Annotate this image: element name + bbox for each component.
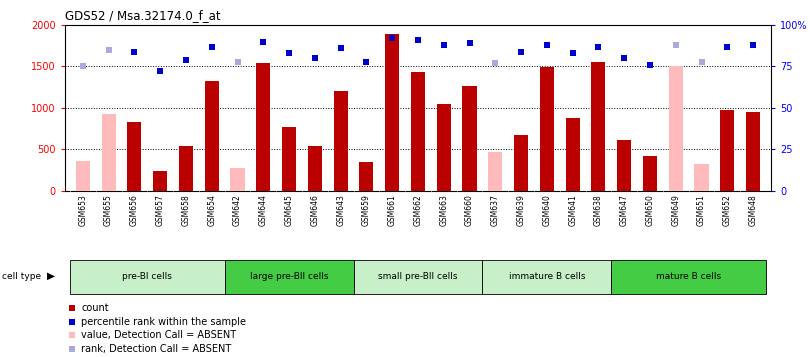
Text: large pre-BII cells: large pre-BII cells	[249, 272, 328, 281]
Bar	[565, 118, 580, 191]
Bar	[153, 171, 168, 191]
Text: value, Detection Call = ABSENT: value, Detection Call = ABSENT	[81, 331, 237, 341]
Bar	[230, 168, 245, 191]
FancyBboxPatch shape	[612, 260, 766, 295]
Bar	[76, 161, 90, 191]
Bar	[437, 104, 451, 191]
Bar	[539, 67, 554, 191]
Bar	[488, 152, 502, 191]
Bar	[617, 140, 631, 191]
Bar	[668, 66, 683, 191]
Bar	[411, 72, 425, 191]
Bar	[514, 135, 528, 191]
FancyBboxPatch shape	[353, 260, 483, 295]
Bar	[746, 112, 760, 191]
Text: GDS52 / Msa.32174.0_f_at: GDS52 / Msa.32174.0_f_at	[65, 9, 220, 22]
Text: count: count	[81, 303, 109, 313]
Bar	[282, 127, 296, 191]
FancyBboxPatch shape	[483, 260, 612, 295]
FancyBboxPatch shape	[224, 260, 353, 295]
Bar	[360, 161, 373, 191]
Bar	[256, 63, 271, 191]
Bar	[205, 81, 219, 191]
Bar	[127, 122, 142, 191]
Text: mature B cells: mature B cells	[656, 272, 721, 281]
Bar	[334, 91, 347, 191]
Text: immature B cells: immature B cells	[509, 272, 585, 281]
Bar	[101, 114, 116, 191]
Bar	[308, 146, 322, 191]
Text: cell type: cell type	[2, 272, 40, 281]
Bar	[463, 86, 476, 191]
Text: pre-BI cells: pre-BI cells	[122, 272, 173, 281]
Text: percentile rank within the sample: percentile rank within the sample	[81, 317, 246, 327]
Bar	[720, 110, 735, 191]
Bar	[591, 61, 606, 191]
Bar	[385, 34, 399, 191]
Text: rank, Detection Call = ABSENT: rank, Detection Call = ABSENT	[81, 344, 232, 354]
Bar	[179, 146, 193, 191]
Text: ▶: ▶	[47, 271, 55, 281]
Bar	[643, 156, 657, 191]
Text: small pre-BII cells: small pre-BII cells	[378, 272, 458, 281]
FancyBboxPatch shape	[70, 260, 224, 295]
Bar	[694, 164, 709, 191]
